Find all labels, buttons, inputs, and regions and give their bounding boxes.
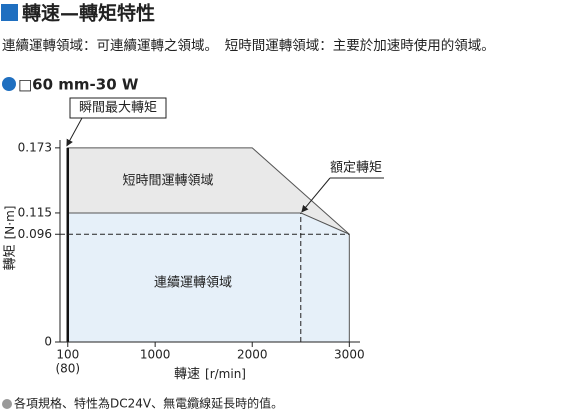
region-label: 短時間運轉領域 — [122, 173, 213, 189]
x-axis-label: 轉速 [r/min] — [174, 367, 246, 382]
annotation: 額定轉矩 — [330, 161, 382, 176]
annotation-box — [69, 97, 167, 119]
y-axis-title: 轉矩 — [3, 244, 18, 270]
y-tick-label: 0.173 — [18, 140, 52, 154]
annotation-arrow — [66, 117, 83, 147]
footer-note: 各項規格、特性為DC24V、無電纜線延長時的值。 — [14, 396, 283, 411]
x-tick-label: 1000 — [140, 348, 171, 362]
title-icon — [1, 4, 18, 21]
chart-title: □60 mm-30 W — [18, 76, 139, 94]
x-tick-note: (80) — [55, 362, 80, 376]
y-tick-label: 0 — [44, 335, 52, 349]
y-axis-label: 轉矩 [N·m] — [3, 206, 18, 271]
annotation-arrow — [301, 177, 331, 213]
page-title: 轉速—轉矩特性 — [22, 2, 155, 25]
x-axis-title: 轉速 — [174, 367, 200, 382]
x-tick-label: 2000 — [237, 348, 268, 362]
x-tick-label: 3000 — [334, 348, 365, 362]
description: 連續運轉領域：可連續運轉之領域。 短時間運轉領域：主要於加速時使用的領域。 — [2, 37, 495, 54]
x-tick-label: 100 — [56, 348, 79, 362]
y-tick-label: 0.096 — [18, 227, 52, 241]
note-icon — [2, 399, 12, 409]
region-label: 連續運轉領域 — [154, 275, 232, 291]
x-axis-unit: [r/min] — [205, 367, 246, 381]
subtitle-icon — [2, 77, 16, 91]
y-axis-unit: [N·m] — [3, 206, 17, 240]
annotation: 瞬間最大轉矩 — [79, 101, 157, 116]
y-tick-label: 0.115 — [18, 205, 52, 219]
